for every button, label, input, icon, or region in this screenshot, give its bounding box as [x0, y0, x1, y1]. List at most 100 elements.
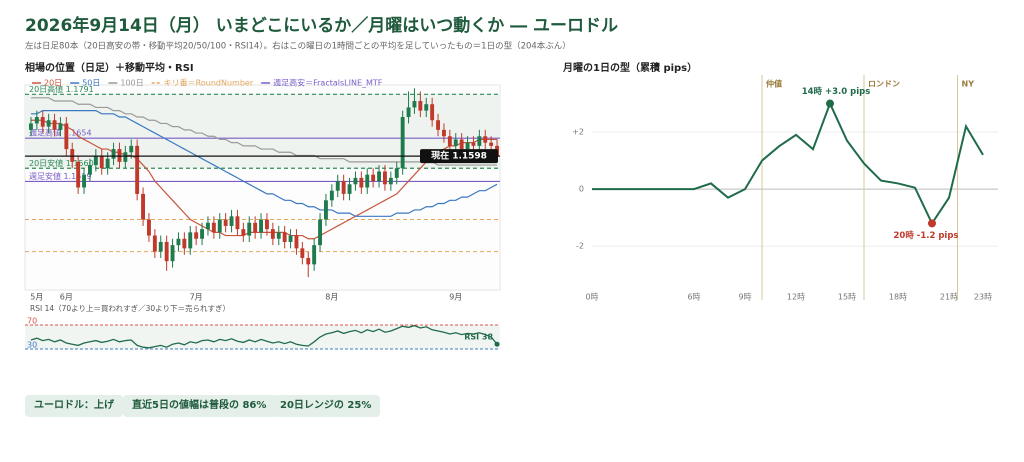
candle-body	[40, 117, 45, 127]
title: 2026年9月14日（月） いまどこにいるか／月曜はいつ動くか ― ユーロドル	[25, 15, 618, 36]
x-tick-label: 23時	[974, 293, 992, 302]
x-tick-label: 5月	[30, 293, 43, 302]
x-tick-label: 12時	[787, 293, 805, 302]
candle-body	[388, 177, 393, 185]
candle-body	[206, 222, 210, 230]
annotation-label: 20時 -1.2 pips	[894, 230, 959, 241]
badge: 20日レンジの 25%	[271, 395, 381, 417]
candle-body	[46, 120, 51, 127]
candle-body	[147, 219, 151, 236]
legend-label: 20日	[44, 79, 62, 88]
rsi-band	[25, 325, 500, 349]
candle-body	[170, 245, 175, 262]
candle-body	[394, 168, 399, 178]
candle-body	[194, 232, 199, 239]
candle-body	[111, 149, 116, 159]
candle-body	[188, 232, 193, 249]
subtitle: 左は日足80本（20日高安の帯・移動平均20/50/100・RSI14）。右はこ…	[25, 41, 571, 52]
current-box	[420, 149, 498, 164]
badge: ユーロドル：上げ	[25, 395, 123, 417]
candle-body	[64, 123, 69, 150]
candle-body	[365, 174, 370, 188]
candle-body	[294, 235, 299, 249]
candle-body	[70, 149, 75, 162]
candle-body	[117, 149, 122, 162]
candle-body	[211, 222, 216, 233]
candle-body	[453, 139, 458, 146]
candle-body	[359, 177, 364, 188]
session-label: ロンドン	[868, 80, 900, 89]
y-tick-label: 0	[579, 185, 584, 194]
candle-body	[105, 158, 110, 169]
candle-body	[141, 193, 145, 220]
candle-body	[99, 155, 104, 169]
x-tick-label: 6時	[687, 293, 700, 302]
x-tick-label: 0時	[585, 293, 598, 302]
candle-body	[377, 171, 381, 182]
candle-body	[406, 107, 411, 118]
candle-body	[371, 174, 376, 182]
annotation-label: 14時 +3.0 pips	[802, 86, 871, 97]
y-tick-label: +2	[572, 128, 584, 137]
candle-body	[58, 123, 63, 130]
level-label: 週足安値 1.1519	[29, 171, 92, 181]
candle-body	[34, 117, 39, 124]
candle-body	[465, 142, 470, 150]
level-label: 20日高値 1.1791	[29, 84, 94, 94]
candle-body	[353, 177, 358, 185]
x-tick-label: 9月	[449, 293, 462, 302]
rsi-last-label: RSI 38	[464, 333, 493, 342]
current-label: 現在 1.1598	[431, 150, 487, 162]
candle-body	[288, 235, 293, 242]
candle-body	[229, 216, 234, 226]
ma-line	[30, 119, 498, 240]
candle-body	[123, 152, 128, 162]
candle-body	[200, 229, 204, 239]
candle-body	[176, 238, 181, 246]
candle-body	[253, 222, 258, 233]
x-tick-label: 8月	[325, 293, 338, 302]
y-tick-label: 30	[27, 341, 37, 350]
badge: 直近5日の値幅は普段の 86%	[123, 395, 276, 417]
rsi-line	[30, 324, 498, 349]
candle-body	[282, 232, 287, 242]
candle-body	[76, 161, 81, 188]
pips-line	[592, 100, 984, 226]
x-tick-label: 15時	[838, 293, 856, 302]
candle-body	[442, 129, 446, 137]
candle-body	[341, 181, 346, 194]
candle-body	[29, 123, 33, 130]
panel-title: 月曜の1日の型（累積 pips）	[562, 61, 697, 74]
candle-body	[324, 200, 328, 220]
y-tick-label: 70	[27, 317, 37, 326]
annotation-point	[826, 99, 834, 108]
candle-body	[93, 155, 98, 166]
candle-body	[135, 145, 140, 194]
candle-body	[459, 139, 464, 150]
x-tick-label: 6月	[60, 293, 73, 302]
dashboard: 2026年9月14日（月） いまどこにいるか／月曜はいつ動くか ― ユーロドル …	[24, 15, 998, 350]
x-tick-label: 18時	[889, 293, 907, 302]
candle-body	[418, 101, 423, 111]
candle-body	[164, 241, 169, 262]
candle-body	[223, 219, 228, 226]
candle-body	[447, 136, 452, 146]
candle-body	[82, 174, 86, 188]
x-tick-label: 9時	[738, 293, 751, 302]
candle-body	[312, 245, 317, 265]
legend-label: 週足高安＝FractalsLINE_MTF	[273, 78, 383, 88]
candle-body	[424, 104, 429, 111]
candle-body	[335, 181, 340, 191]
annotation-point	[928, 219, 936, 228]
candle-body	[329, 190, 334, 201]
session-label: NY	[962, 80, 975, 89]
candle-body	[265, 219, 269, 230]
candle-body	[318, 219, 322, 246]
candle-body	[217, 219, 222, 233]
x-tick-label: 7月	[190, 293, 203, 302]
candle-body	[241, 229, 246, 236]
candle-body	[129, 145, 134, 153]
candle-body	[383, 171, 387, 185]
candle-body	[347, 184, 352, 194]
